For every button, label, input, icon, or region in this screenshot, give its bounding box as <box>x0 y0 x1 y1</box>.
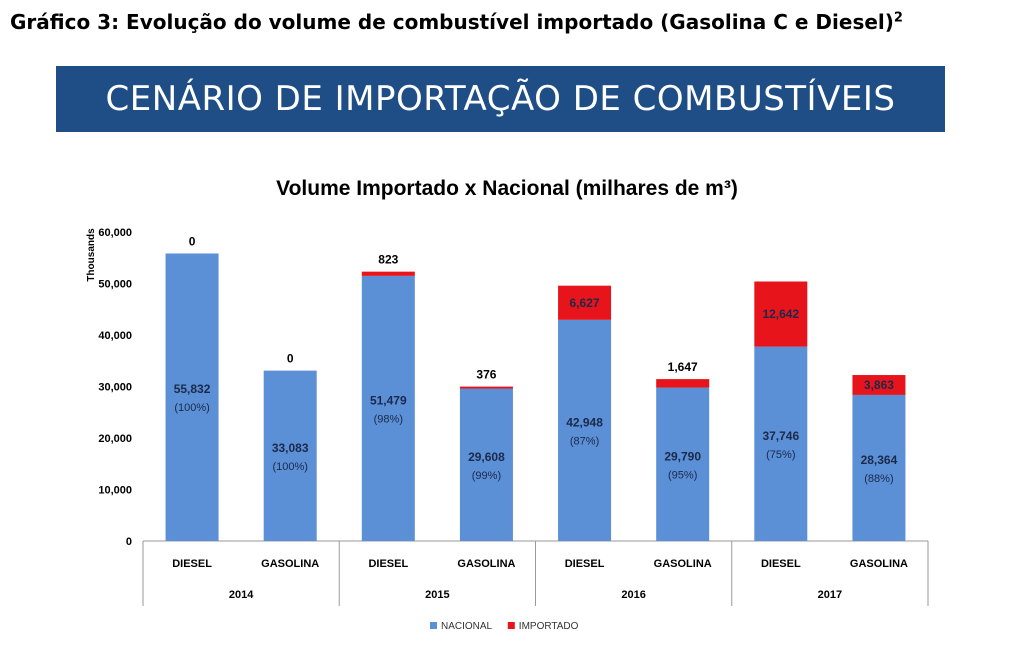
x-tick-label: GASOLINA <box>457 558 515 570</box>
data-label-percent: (88%) <box>864 473 893 485</box>
bar-importado <box>459 386 513 389</box>
stacked-bar-chart: Volume Importado x Nacional (milhares de… <box>86 177 929 632</box>
data-label-importado: 12,642 <box>762 307 799 321</box>
bar-nacional <box>558 319 612 541</box>
title-banner: CENÁRIO DE IMPORTAÇÃO DE COMBUSTÍVEIS <box>56 66 945 132</box>
y-tick-label: 30,000 <box>98 382 132 394</box>
bar-importado <box>754 281 808 347</box>
data-label-nacional: 29,790 <box>664 449 701 463</box>
x-tick-label: GASOLINA <box>654 558 712 570</box>
y-tick-label: 20,000 <box>98 433 132 445</box>
data-label-nacional: 33,083 <box>272 441 309 455</box>
bar-nacional <box>361 275 415 541</box>
data-label-importado: 1,647 <box>668 360 698 374</box>
data-label-importado: 6,627 <box>570 296 600 310</box>
bar-nacional <box>852 394 906 541</box>
bar-importado <box>361 271 415 276</box>
group-label: 2017 <box>818 589 842 601</box>
x-tick-label: DIESEL <box>172 558 212 570</box>
figure-caption: Gráfico 3: Evolução do volume de combust… <box>10 10 903 34</box>
group-label: 2015 <box>425 589 449 601</box>
figure-caption-footnote: 2 <box>893 10 903 26</box>
bar-nacional <box>263 370 317 541</box>
plot-area: 0 10,000 20,000 30,000 40,000 50,000 60,000 55,… <box>98 227 929 632</box>
data-label-nacional: 51,479 <box>370 393 407 407</box>
y-tick-label: 10,000 <box>98 485 132 497</box>
bar-importado <box>852 375 906 395</box>
bar-importado <box>558 285 612 320</box>
x-tick-label: DIESEL <box>368 558 408 570</box>
chart-title: Volume Importado x Nacional (milhares de… <box>276 177 738 200</box>
y-tick-label: 50,000 <box>98 279 132 291</box>
data-label-importado: 0 <box>287 352 294 366</box>
data-label-percent: (100%) <box>174 402 209 414</box>
legend-swatch <box>507 622 515 629</box>
data-label-importado: 823 <box>378 253 398 267</box>
bar-nacional <box>165 253 219 541</box>
data-label-percent: (99%) <box>472 470 501 482</box>
data-label-percent: (87%) <box>570 435 599 447</box>
figure-caption-text: Gráfico 3: Evolução do volume de combust… <box>10 10 894 34</box>
data-label-percent: (98%) <box>374 413 403 425</box>
y-tick-label: 40,000 <box>98 330 132 342</box>
bar-nacional <box>459 388 513 541</box>
data-label-nacional: 55,832 <box>174 382 211 396</box>
data-label-importado: 376 <box>476 368 496 382</box>
data-label-nacional: 28,364 <box>861 453 898 467</box>
data-label-nacional: 29,608 <box>468 450 505 464</box>
x-tick-label: DIESEL <box>761 558 801 570</box>
group-label: 2016 <box>621 589 645 601</box>
bar-nacional <box>656 387 710 541</box>
legend-swatch <box>430 622 437 629</box>
banner-title: CENÁRIO DE IMPORTAÇÃO DE COMBUSTÍVEIS <box>105 79 896 119</box>
bar-importado <box>656 379 710 388</box>
legend-label: NACIONAL <box>441 621 493 632</box>
y-tick-label: 60,000 <box>98 227 132 239</box>
group-label: 2014 <box>229 589 254 601</box>
x-tick-label: DIESEL <box>565 558 605 570</box>
data-label-percent: (100%) <box>272 461 307 473</box>
y-axis-label: Thousands <box>86 228 97 282</box>
x-tick-label: GASOLINA <box>261 558 319 570</box>
data-label-percent: (95%) <box>668 469 697 481</box>
data-label-importado: 3,863 <box>864 378 894 392</box>
data-label-nacional: 42,948 <box>566 415 603 429</box>
data-label-nacional: 37,746 <box>762 429 799 443</box>
data-label-importado: 0 <box>189 234 196 248</box>
bar-nacional <box>754 346 808 541</box>
x-tick-label: GASOLINA <box>850 558 908 570</box>
y-tick-label: 0 <box>126 536 132 548</box>
legend-label: IMPORTADO <box>519 621 579 632</box>
data-label-percent: (75%) <box>766 449 795 461</box>
